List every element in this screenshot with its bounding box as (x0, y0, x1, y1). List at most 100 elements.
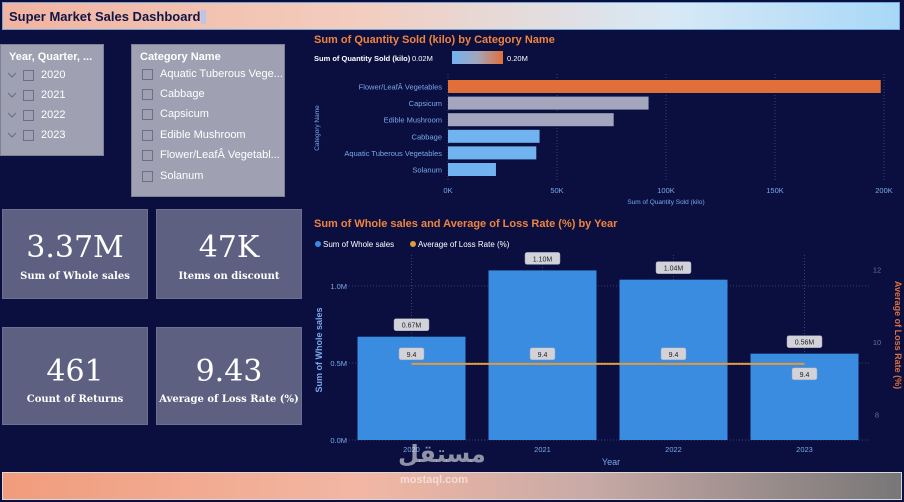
year-slicer-label: 2021 (41, 89, 66, 101)
category-label: Flower/LeafÂ Vegetables (359, 83, 443, 92)
year-slicer-label: 2020 (41, 69, 66, 81)
checkbox[interactable] (142, 170, 153, 182)
watermark-logo: مستقل (398, 440, 486, 468)
quantity-bar (448, 96, 649, 110)
x-tick-label: 0K (443, 186, 452, 195)
quantity-bar (448, 80, 881, 93)
chevron-down-icon[interactable] (7, 130, 17, 140)
sales-data-label-bg (524, 252, 561, 265)
sales-data-label-bg (786, 335, 823, 348)
kpi-card-items-on-discount[interactable]: 47K Items on discount (156, 209, 302, 299)
checkbox[interactable] (23, 129, 34, 141)
chevron-down-icon[interactable] (7, 70, 17, 80)
x-tick-label: 2023 (796, 445, 813, 454)
chevron-down-icon[interactable] (7, 90, 17, 100)
category-label: Aquatic Tuberous Vegetables (344, 149, 442, 158)
kpi-value: 3.37M (26, 230, 124, 265)
y-axis-label: Sum of Whole sales (314, 307, 324, 392)
checkbox[interactable] (142, 149, 153, 161)
loss-rate-data-label-bg (660, 347, 687, 361)
category-slicer: Category Name Aquatic Tuberous Vege... C… (131, 44, 285, 197)
checkbox[interactable] (23, 69, 34, 81)
category-slicer-item[interactable]: Edible Mushroom (142, 127, 246, 143)
category-slicer-item[interactable]: Aquatic Tuberous Vege... (142, 66, 283, 82)
watermark-url: mostaql.com (400, 474, 468, 486)
category-slicer-item[interactable]: Cabbage (142, 86, 205, 102)
sales-data-label: 1.04M (664, 266, 684, 273)
kpi-card-count-of-returns[interactable]: 461 Count of Returns (2, 327, 148, 425)
dashboard-title-bar: Super Market Sales Dashboard (2, 2, 900, 30)
chevron-down-icon[interactable] (7, 110, 17, 120)
x-axis-label: Year (602, 457, 620, 467)
kpi-value: 47K (198, 230, 260, 265)
quantity-bar (448, 129, 540, 143)
category-slicer-label: Solanum (160, 170, 204, 182)
category-label: Edible Mushroom (384, 116, 442, 125)
checkbox[interactable] (142, 129, 153, 141)
category-slicer-label: Aquatic Tuberous Vege... (160, 68, 283, 80)
sales-data-label: 0.56M (795, 340, 815, 347)
legend-gradient (452, 51, 503, 64)
x-axis-label: Sum of Quantity Sold (kilo) (627, 199, 704, 206)
kpi-label: Count of Returns (26, 394, 124, 405)
y2-axis-label: Average of Loss Rate (%) (893, 281, 903, 389)
y-tick-label: 0.0M (330, 436, 347, 445)
sales-data-label-bg (393, 318, 430, 331)
checkbox[interactable] (142, 68, 153, 80)
x-tick-label: 100K (657, 186, 675, 195)
loss-rate-data-label-bg (398, 347, 425, 361)
x-tick-label: 200K (875, 186, 893, 195)
text-cursor (201, 10, 206, 24)
x-tick-label: 2021 (534, 445, 551, 454)
kpi-value: 461 (46, 354, 104, 389)
kpi-card-whole-sales[interactable]: 3.37M Sum of Whole sales (2, 209, 148, 299)
legend-min: 0.02M (412, 54, 433, 63)
year-slicer-item-2022[interactable]: 2022 (7, 107, 65, 123)
category-slicer-title: Category Name (140, 51, 221, 63)
checkbox[interactable] (142, 108, 153, 120)
checkbox[interactable] (23, 89, 34, 101)
year-slicer-label: 2023 (41, 129, 66, 141)
year-slicer-label: 2022 (41, 109, 66, 121)
legend-max: 0.20M (507, 54, 528, 63)
y2-tick-label: 10 (873, 338, 881, 347)
year-slicer-item-2021[interactable]: 2021 (7, 87, 65, 103)
sales-chart-title: Sum of Whole sales and Average of Loss R… (314, 218, 618, 230)
x-tick-label: 150K (766, 186, 784, 195)
sales-data-label-bg (655, 261, 692, 274)
x-tick-label: 50K (550, 186, 563, 195)
category-slicer-item[interactable]: Solanum (142, 168, 203, 184)
kpi-label: Sum of Whole sales (20, 271, 130, 282)
category-slicer-label: Capsicum (160, 108, 209, 120)
loss-rate-data-label: 9.4 (407, 352, 417, 359)
kpi-card-loss-rate[interactable]: 9.43 Average of Loss Rate (%) (156, 327, 302, 425)
category-slicer-item[interactable]: Capsicum (142, 106, 209, 122)
loss-rate-data-label: 9.4 (538, 352, 548, 359)
legend-dot-sales (315, 241, 321, 247)
x-tick-label: 2022 (665, 445, 682, 454)
year-slicer-item-2023[interactable]: 2023 (7, 127, 65, 143)
loss-rate-data-label: 9.4 (800, 372, 810, 379)
kpi-value: 9.43 (195, 354, 263, 389)
year-slicer-item-2020[interactable]: 2020 (7, 67, 65, 83)
kpi-label: Items on discount (178, 271, 280, 282)
footer-bar (2, 472, 902, 500)
legend-label-loss: Average of Loss Rate (%) (418, 240, 510, 249)
category-slicer-item[interactable]: Flower/LeafÂ Vegetabl... (142, 147, 280, 163)
legend-dot-loss (410, 241, 416, 247)
sales-column (750, 353, 859, 440)
y-tick-label: 1.0M (330, 282, 347, 291)
checkbox[interactable] (23, 109, 34, 121)
loss-rate-data-label-bg (791, 367, 818, 381)
loss-rate-data-label-bg (529, 347, 556, 361)
category-label: Cabbage (412, 132, 442, 141)
kpi-label: Average of Loss Rate (%) (159, 394, 299, 405)
legend-label-sales: Sum of Whole sales (323, 240, 394, 249)
checkbox[interactable] (142, 88, 153, 100)
category-slicer-label: Cabbage (160, 88, 205, 100)
y-tick-label: 0.5M (330, 359, 347, 368)
category-slicer-label: Flower/LeafÂ Vegetabl... (160, 149, 280, 161)
quantity-chart-title: Sum of Quantity Sold (kilo) by Category … (314, 34, 555, 46)
y2-tick-label: 8 (875, 411, 879, 420)
